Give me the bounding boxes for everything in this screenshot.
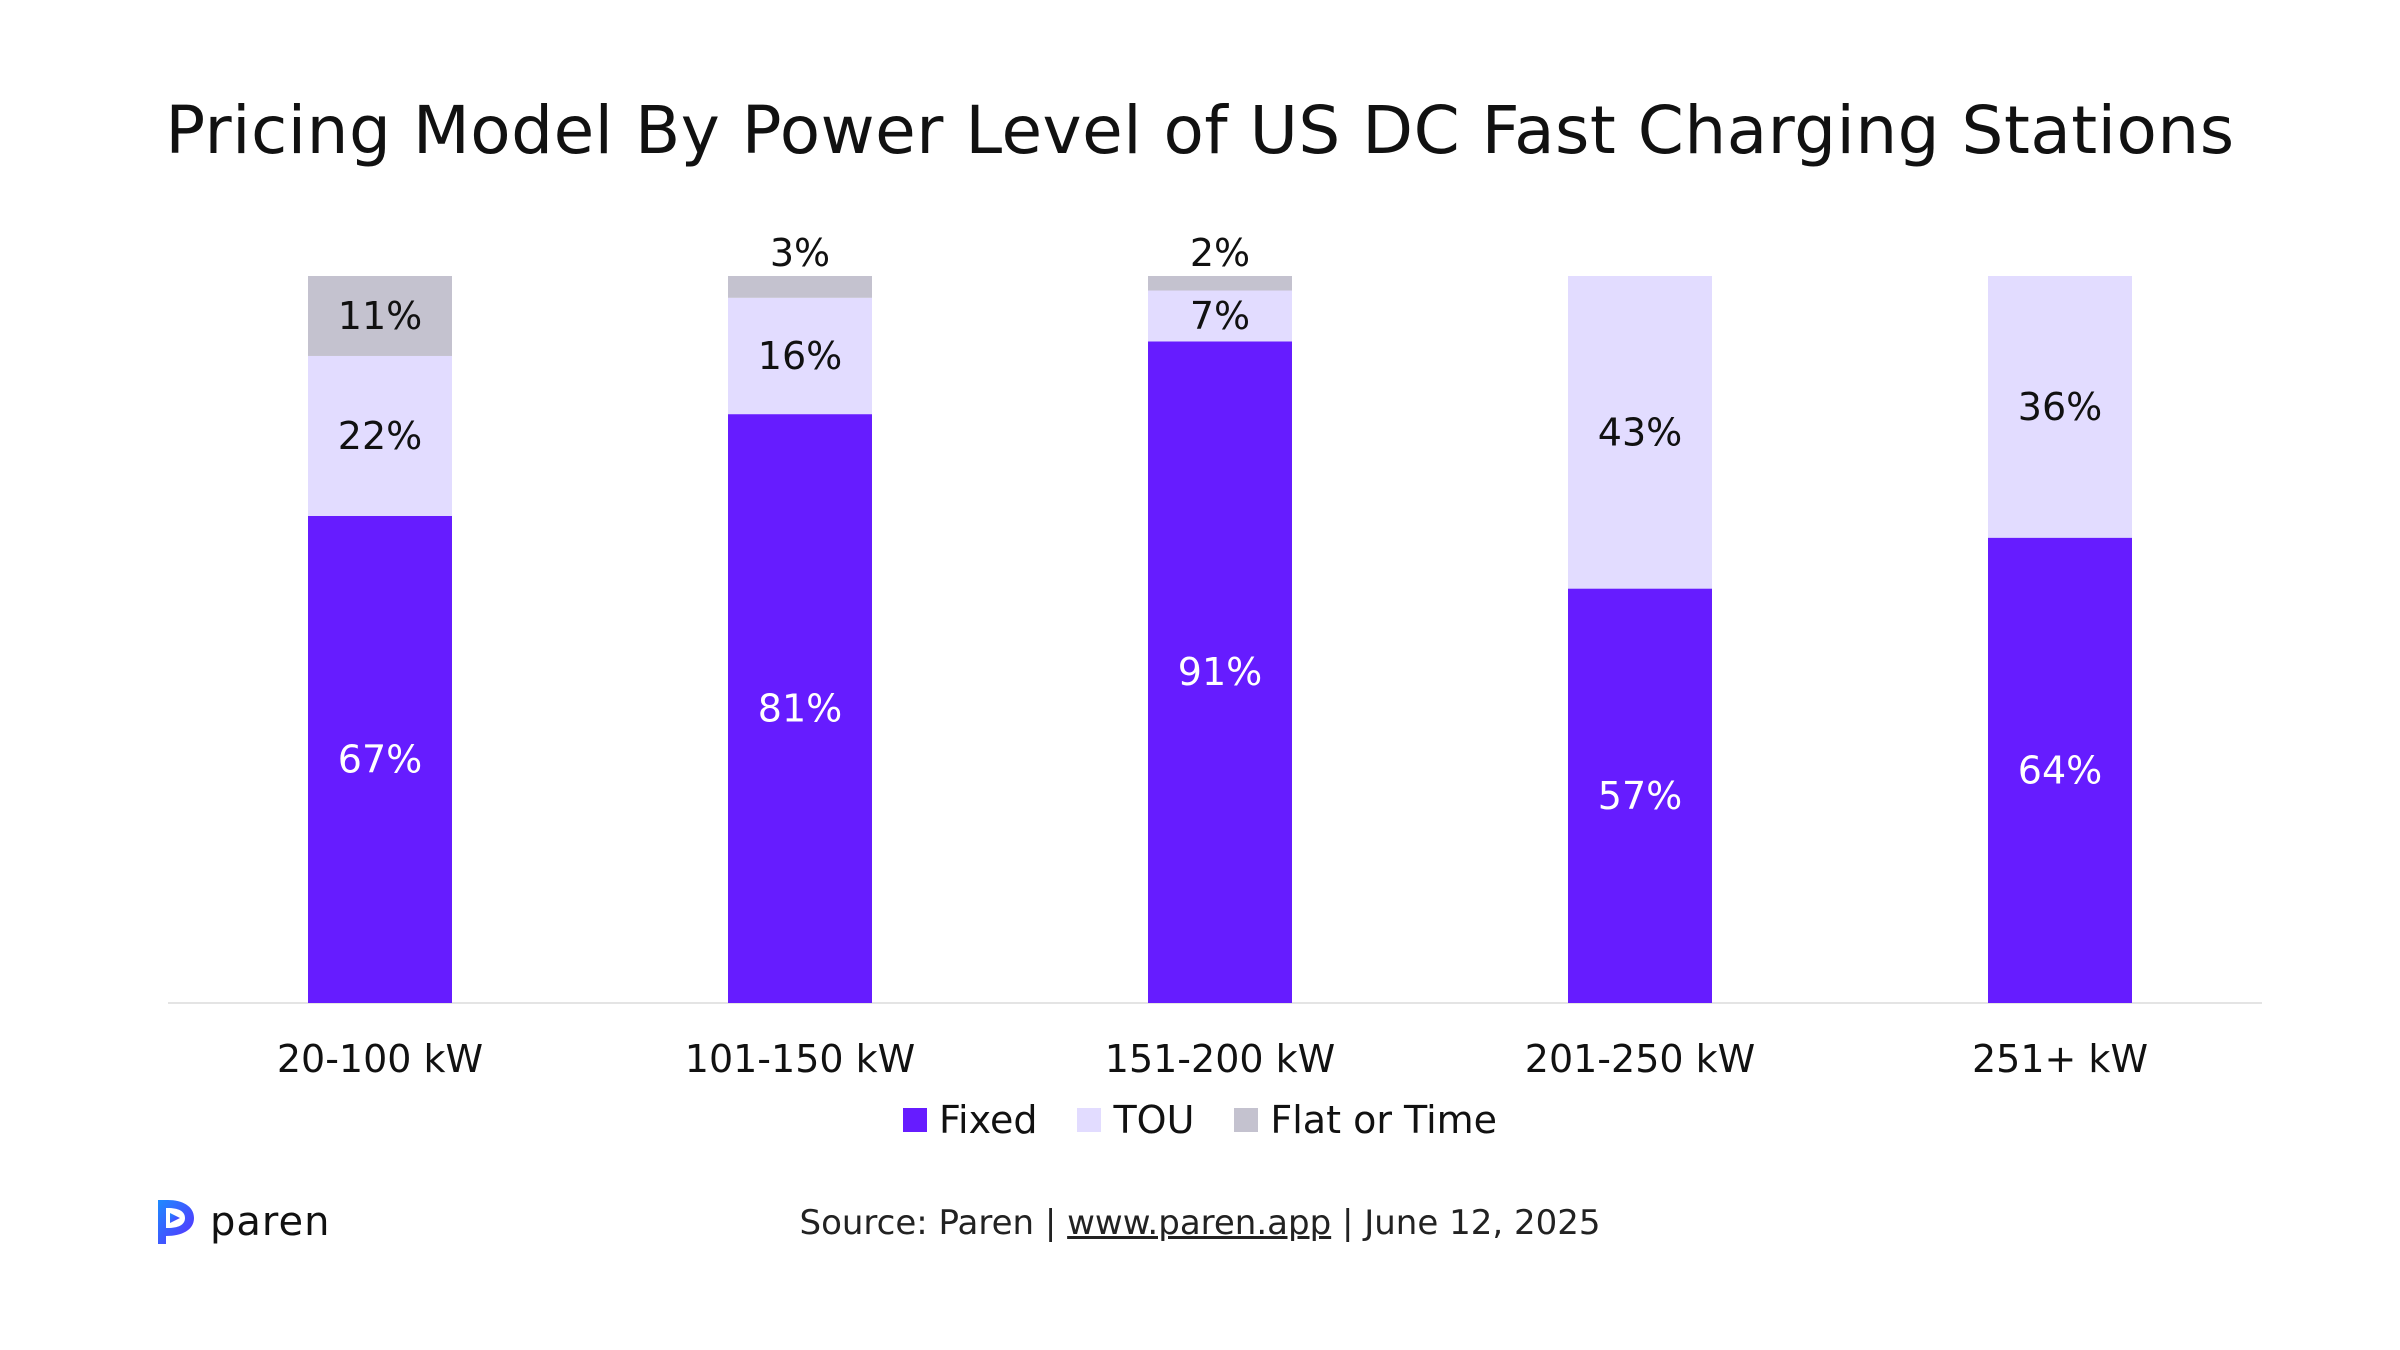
bar-tou-1 bbox=[728, 297, 872, 415]
legend-swatch-flat bbox=[1234, 1108, 1259, 1132]
data-label-fixed-0: 67% bbox=[338, 737, 422, 781]
paren-logo-icon bbox=[158, 1200, 194, 1244]
paren-logo: paren bbox=[152, 1196, 330, 1248]
bar-flat-2 bbox=[1148, 276, 1292, 291]
category-labels-group: 20-100 kW 101-150 kW 151-200 kW 201-250 kW 2… bbox=[277, 1037, 2148, 1081]
category-label-3: 201-250 kW bbox=[1525, 1037, 1755, 1081]
data-label-tou-3: 43% bbox=[1598, 410, 1682, 454]
legend-label-fixed: Fixed bbox=[938, 1098, 1038, 1142]
category-label-2: 151-200 kW bbox=[1105, 1037, 1335, 1081]
bar-fixed-3 bbox=[1568, 588, 1712, 1003]
data-label-flat-2: 2% bbox=[1190, 231, 1250, 275]
source-prefix: Source: Paren | bbox=[799, 1203, 1068, 1243]
data-label-fixed-1: 81% bbox=[758, 687, 842, 731]
data-label-fixed-3: 57% bbox=[1598, 774, 1682, 818]
bar-flat-0 bbox=[308, 276, 452, 356]
data-label-fixed-2: 91% bbox=[1178, 650, 1262, 694]
legend: Fixed TOU Flat or Time bbox=[0, 1098, 2400, 1142]
chart-title: Pricing Model By Power Level of US DC Fa… bbox=[165, 92, 2235, 169]
data-label-fixed-4: 64% bbox=[2018, 748, 2102, 792]
bar-fixed-2 bbox=[1148, 341, 1292, 1003]
legend-label-flat: Flat or Time bbox=[1270, 1098, 1498, 1142]
data-label-tou-0: 22% bbox=[338, 414, 422, 458]
legend-item-fixed: Fixed bbox=[902, 1098, 1038, 1142]
logo-text: paren bbox=[210, 1199, 331, 1245]
legend-swatch-tou bbox=[1077, 1108, 1102, 1132]
bar-tou-3 bbox=[1568, 276, 1712, 589]
legend-label-tou: TOU bbox=[1113, 1098, 1195, 1142]
source-line: Source: Paren | www.paren.app | June 12,… bbox=[0, 1203, 2400, 1243]
bar-tou-2 bbox=[1148, 290, 1292, 342]
data-label-tou-4: 36% bbox=[2018, 385, 2102, 429]
legend-swatch-fixed bbox=[902, 1108, 927, 1132]
bar-fixed-0 bbox=[308, 515, 452, 1003]
bar-fixed-4 bbox=[1988, 537, 2132, 1003]
data-label-tou-1: 16% bbox=[758, 334, 842, 378]
bar-tou-0 bbox=[308, 355, 452, 516]
bar-tou-4 bbox=[1988, 276, 2132, 538]
data-label-flat-1: 3% bbox=[770, 231, 830, 275]
bars-group: 67% 22% 11% 81% 16% 3% 91% 7% 2% 57% 43% 64% 36% bbox=[308, 231, 2132, 1003]
data-label-flat-0: 11% bbox=[338, 294, 422, 338]
category-label-4: 251+ kW bbox=[1972, 1037, 2148, 1081]
category-label-1: 101-150 kW bbox=[685, 1037, 915, 1081]
bar-flat-1 bbox=[728, 276, 872, 298]
data-label-tou-2: 7% bbox=[1190, 294, 1250, 338]
legend-item-tou: TOU bbox=[1077, 1098, 1194, 1142]
source-link[interactable]: www.paren.app bbox=[1067, 1203, 1332, 1243]
category-label-0: 20-100 kW bbox=[277, 1037, 483, 1081]
legend-item-flat: Flat or Time bbox=[1234, 1098, 1497, 1142]
bar-fixed-1 bbox=[728, 414, 872, 1003]
source-suffix: | June 12, 2025 bbox=[1331, 1203, 1601, 1243]
